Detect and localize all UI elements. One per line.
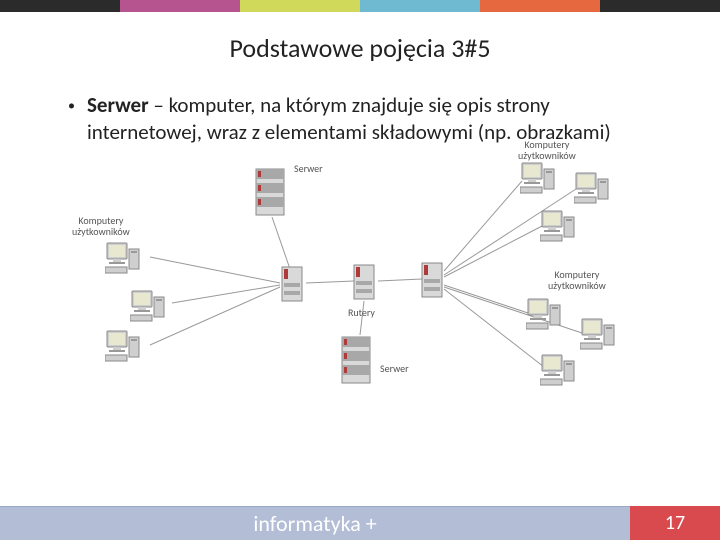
router-1: [280, 265, 306, 310]
bullet-marker: •: [68, 92, 75, 147]
server-bottom: [340, 333, 376, 387]
header-seg-4: [360, 0, 480, 12]
pc-topright-3: [540, 209, 578, 248]
label-users-bottom-right: Komputery użytkowników: [548, 269, 606, 291]
router-2: [352, 263, 378, 308]
pc-left-1: [105, 241, 143, 280]
header-seg-2: [120, 0, 240, 12]
label-users-left: Komputery użytkowników: [72, 215, 130, 237]
header-seg-5: [480, 0, 600, 12]
pc-topright-2: [574, 171, 612, 210]
bullet-dash: –: [149, 92, 169, 118]
pc-botright-2: [580, 317, 618, 356]
footer-text: informatyka +: [0, 506, 630, 540]
router-3: [420, 261, 446, 306]
label-server-bottom: Serwer: [380, 363, 409, 374]
pc-left-3: [105, 329, 143, 368]
pc-left-2: [130, 289, 168, 328]
pc-botright-1: [526, 297, 564, 336]
label-routers: Rutery: [348, 307, 375, 318]
label-users-top-right: Komputery użytkowników: [518, 139, 576, 161]
header-color-bar: [0, 0, 720, 12]
label-server-top: Serwer: [294, 163, 323, 174]
slide-title: Podstawowe pojęcia 3#5: [0, 32, 720, 64]
footer: informatyka + 17: [0, 506, 720, 540]
header-seg-6: [600, 0, 720, 12]
pc-botright-3: [540, 353, 578, 392]
network-diagram: Serwer Serwer Rutery Komputery użytkowni…: [80, 157, 640, 397]
pc-topright-1: [520, 161, 558, 200]
footer-page-number: 17: [630, 506, 720, 540]
bullet-term: Serwer: [87, 92, 149, 118]
server-top: [254, 165, 290, 219]
header-seg-1: [0, 0, 120, 12]
header-seg-3: [240, 0, 360, 12]
